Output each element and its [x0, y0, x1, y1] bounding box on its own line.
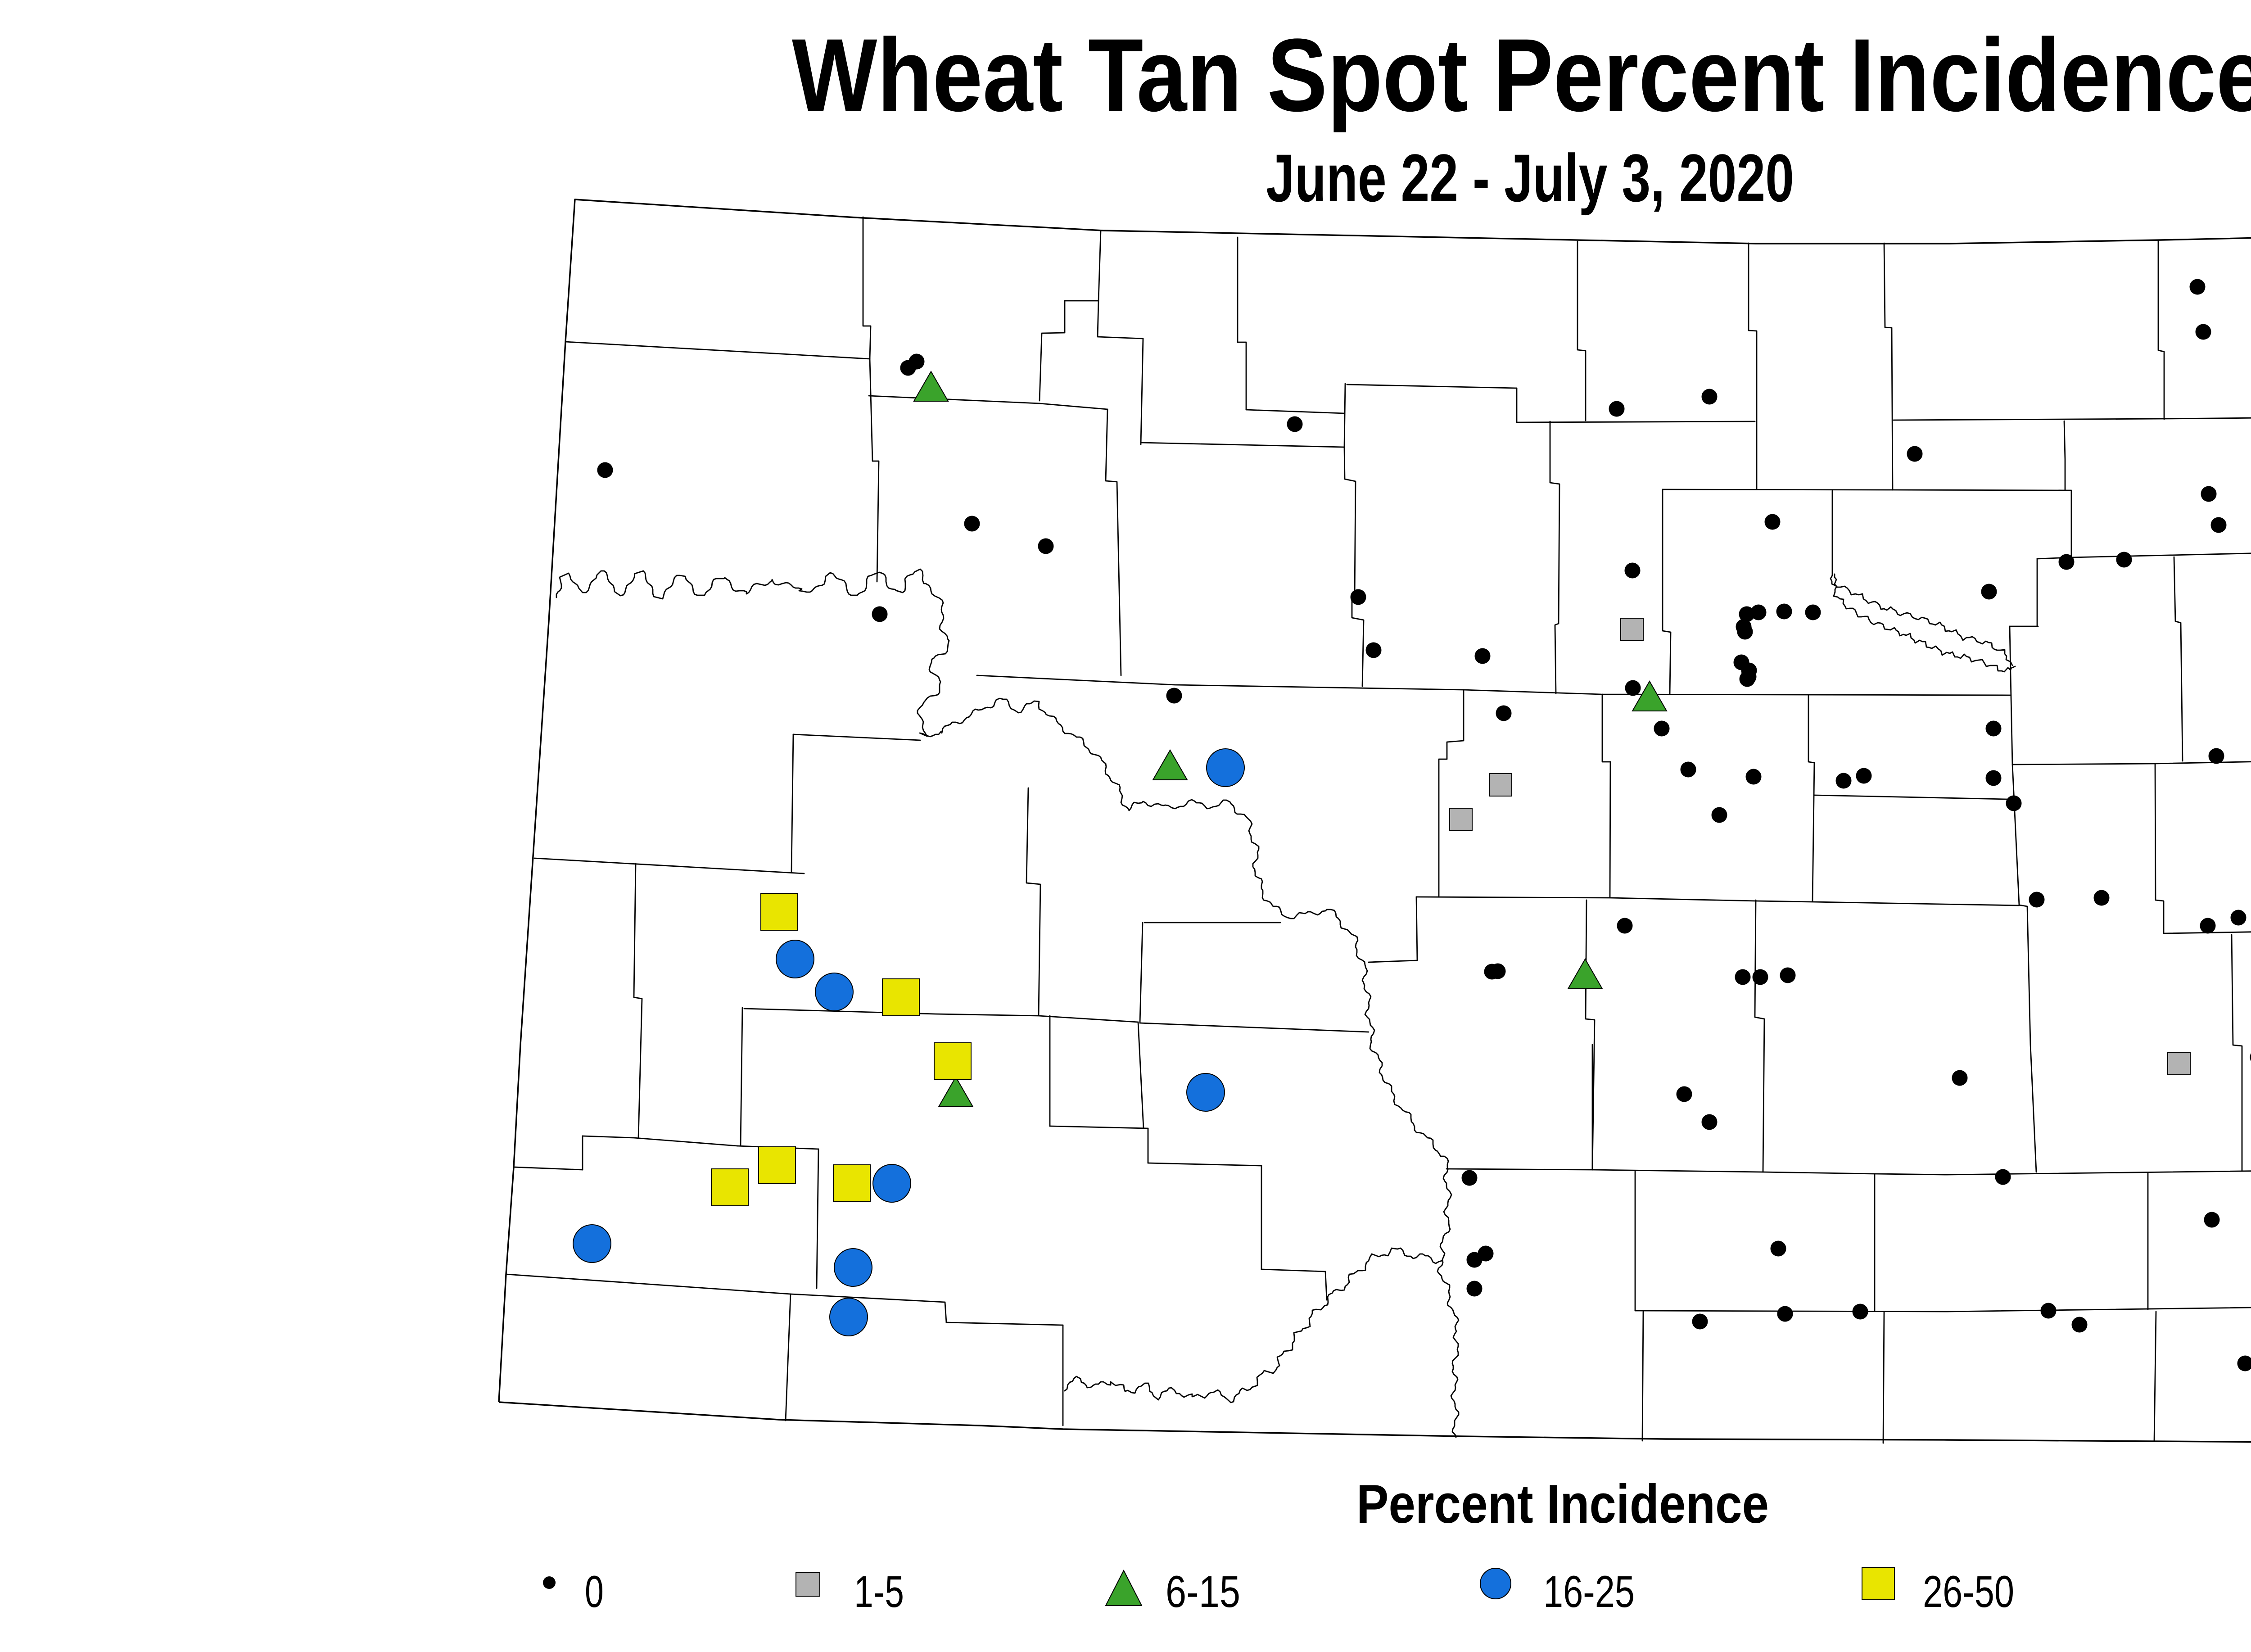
svg-text:0: 0	[585, 1566, 604, 1616]
svg-text:6-15: 6-15	[1166, 1566, 1240, 1616]
svg-text:16-25: 16-25	[1543, 1566, 1635, 1616]
svg-text:26-50: 26-50	[1923, 1566, 2014, 1616]
svg-text:1-5: 1-5	[854, 1566, 904, 1616]
svg-text:Percent Incidence: Percent Incidence	[1356, 1473, 1769, 1534]
svg-text:June 22 - July 3, 2020: June 22 - July 3, 2020	[1266, 140, 1794, 216]
svg-text:Wheat Tan Spot Percent Inciden: Wheat Tan Spot Percent Incidence	[792, 17, 2251, 133]
